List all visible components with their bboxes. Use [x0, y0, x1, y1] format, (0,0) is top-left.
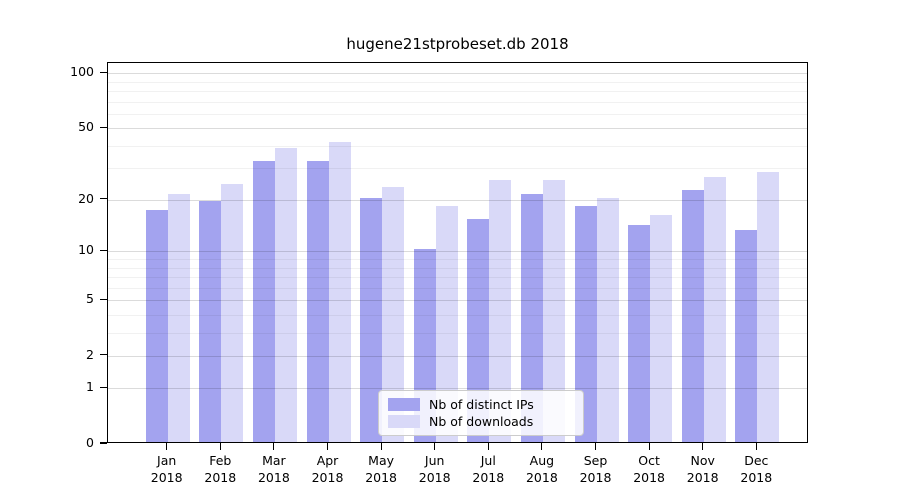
x-tick-label-may: May 2018	[365, 453, 397, 485]
x-tick-mark-jan	[166, 443, 168, 450]
gridline-minor-9	[108, 259, 807, 261]
bar-apr-downloads	[328, 141, 351, 442]
bar-mar-downloads	[274, 147, 297, 442]
x-tick-mark-feb	[219, 443, 221, 450]
gridline-minor-40	[108, 145, 807, 147]
y-tick-label-20: 20	[78, 190, 94, 206]
bar-aug-distinct-ips	[520, 193, 543, 442]
y-tick-label-5: 5	[86, 291, 94, 307]
bar-mar-distinct-ips	[252, 161, 275, 442]
plot-area	[107, 62, 808, 443]
y-tick-mark-10	[100, 249, 107, 252]
y-tick-mark-1	[100, 386, 107, 388]
bar-jan-downloads	[167, 193, 190, 442]
gridline-major-5	[108, 300, 807, 302]
bar-dec-distinct-ips	[735, 230, 758, 442]
x-tick-mark-nov	[702, 443, 704, 450]
bar-nov-distinct-ips	[681, 190, 704, 442]
x-tick-label-aug: Aug 2018	[525, 453, 558, 485]
bar-sep-distinct-ips	[574, 205, 597, 442]
x-tick-mark-jun	[434, 443, 436, 450]
x-tick-mark-apr	[326, 443, 329, 450]
gridline-minor-6	[108, 287, 807, 289]
gridline-major-10	[108, 251, 807, 253]
bar-dec-downloads	[757, 171, 780, 442]
gridline-minor-90	[108, 81, 807, 83]
legend: Nb of distinct IPs Nb of downloads	[378, 390, 584, 436]
x-tick-mark-sep	[594, 443, 597, 450]
x-tick-mark-may	[380, 443, 382, 450]
legend-swatch-distinct-ips	[388, 397, 420, 411]
legend-item-downloads: Nb of downloads	[388, 414, 574, 429]
bar-apr-distinct-ips	[306, 161, 329, 442]
gridline-major-1	[108, 388, 807, 390]
x-tick-label-feb: Feb 2018	[204, 453, 237, 485]
gridline-minor-7	[108, 277, 807, 279]
y-tick-mark-100	[100, 71, 107, 73]
bar-jul-distinct-ips	[467, 219, 490, 442]
bar-feb-distinct-ips	[199, 201, 222, 442]
x-tick-label-nov: Nov 2018	[686, 453, 719, 485]
bar-feb-downloads	[221, 183, 244, 442]
x-tick-label-jun: Jun 2018	[418, 453, 451, 485]
x-tick-mark-aug	[541, 443, 543, 450]
y-tick-label-10: 10	[78, 242, 94, 258]
legend-item-distinct-ips: Nb of distinct IPs	[388, 397, 574, 412]
bar-jun-downloads	[435, 205, 458, 442]
x-tick-label-mar: Mar 2018	[257, 453, 290, 485]
bar-nov-downloads	[703, 177, 726, 442]
gridline-major-20	[108, 199, 807, 201]
x-tick-label-jan: Jan 2018	[150, 453, 183, 485]
legend-label-downloads: Nb of downloads	[429, 414, 534, 430]
y-tick-mark-2	[100, 354, 107, 356]
gridline-minor-30	[108, 168, 807, 170]
x-tick-mark-oct	[648, 443, 650, 450]
y-tick-label-0: 0	[86, 435, 94, 450]
gridline-minor-60	[108, 113, 807, 115]
x-tick-label-apr: Apr 2018	[311, 453, 344, 485]
x-tick-mark-dec	[755, 443, 757, 450]
gridline-major-100	[108, 73, 807, 75]
x-tick-mark-mar	[273, 443, 275, 450]
bar-jul-downloads	[489, 180, 512, 442]
bar-jan-distinct-ips	[145, 209, 168, 442]
x-tick-label-oct: Oct 2018	[633, 453, 665, 485]
bar-aug-downloads	[542, 180, 565, 442]
y-tick-label-100: 100	[70, 64, 94, 80]
y-tick-label-2: 2	[86, 346, 94, 362]
gridline-minor-3	[108, 332, 807, 334]
x-tick-mark-jul	[487, 443, 489, 450]
bar-may-distinct-ips	[360, 197, 383, 442]
y-tick-label-50: 50	[78, 119, 94, 135]
y-tick-mark-5	[100, 298, 107, 300]
gridline-major-50	[108, 128, 807, 130]
bar-oct-distinct-ips	[628, 224, 651, 442]
bar-oct-downloads	[650, 214, 673, 442]
x-tick-label-sep: Sep 2018	[579, 453, 612, 485]
x-tick-label-dec: Dec 2018	[740, 453, 773, 485]
y-tick-label-1: 1	[86, 379, 94, 395]
gridline-major-2	[108, 355, 807, 357]
y-tick-mark-20	[100, 197, 107, 200]
gridline-minor-4	[108, 314, 807, 316]
bar-may-downloads	[382, 186, 405, 442]
y-tick-mark-50	[100, 126, 107, 128]
gridline-minor-8	[108, 267, 807, 269]
gridline-minor-70	[108, 101, 807, 103]
gridline-minor-80	[108, 91, 807, 93]
y-tick-mark-0	[100, 442, 107, 444]
x-tick-label-jul: Jul 2018	[472, 453, 505, 485]
chart-title: hugene21stprobeset.db 2018	[346, 35, 569, 53]
bar-sep-downloads	[596, 197, 619, 442]
legend-swatch-downloads	[388, 415, 420, 429]
legend-label-distinct-ips: Nb of distinct IPs	[429, 396, 534, 412]
